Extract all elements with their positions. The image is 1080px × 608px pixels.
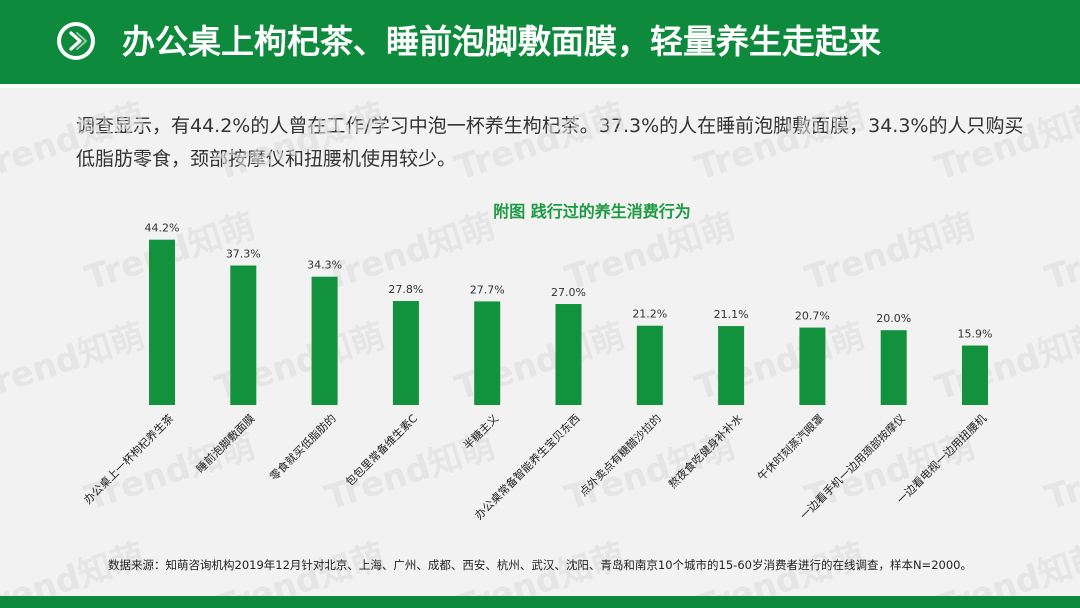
category-label-11: 一边看电视一边用扭腰机 [894,411,989,506]
value-label-11: 15.9% [958,328,993,341]
value-label-7: 21.2% [632,308,667,321]
bar-5 [474,301,501,405]
intro-paragraph: 调查显示，有44.2%的人曾在工作/学习中泡一杯养生枸杞茶。37.3%的人在睡前… [76,115,1024,170]
bar-1 [149,239,175,405]
bars [149,239,988,405]
value-label-3: 34.3% [307,259,342,272]
bar-11 [962,345,988,405]
footer-bar [0,596,1080,608]
value-label-4: 27.8% [388,283,423,296]
chart-title: 附图 践行过的养生消费行为 [493,202,691,221]
category-label-2: 睡前泡脚敷面膜 [193,411,257,475]
bar-9 [799,327,826,405]
category-label-4: 包包里常备维生素C [342,411,420,489]
bar-2 [230,265,257,405]
bar-8 [718,326,745,405]
value-label-2: 37.3% [226,247,261,260]
bar-10 [880,330,907,405]
value-label-5: 27.7% [470,283,505,296]
source-note: 数据来源：知萌咨询机构2019年12月针对北京、上海、广州、成都、西安、杭州、武… [108,558,972,572]
value-label-10: 20.0% [876,312,911,325]
category-label-3: 零食就买低脂肪的 [267,411,339,483]
category-label-9: 午休时刻蒸汽眼罩 [754,411,826,483]
value-label-6: 27.0% [551,286,586,299]
category-label-7: 点外卖点有糖醋沙拉的 [576,411,664,499]
bar-7 [636,325,663,405]
category-label-8: 熬夜食吃健身补补水 [665,411,745,491]
header-divider [0,84,1080,88]
bar-6 [555,304,582,405]
chevron-right-icon [57,22,95,60]
value-labels: 44.2% 37.3% 34.3% 27.8% 27.7% 27.0% 21.2% 21.1%… [145,222,993,341]
header-bar [0,0,1080,84]
category-label-1: 办公桌上一杯枸杞养生茶 [81,411,176,506]
category-label-5: 半糖主义 [460,411,501,452]
bar-4 [392,301,419,405]
bar-3 [311,276,338,405]
value-label-8: 21.1% [714,308,749,321]
value-label-9: 20.7% [795,310,830,323]
page-title: 办公桌上枸杞茶、睡前泡脚敷面膜，轻量养生走起来 [122,22,881,61]
category-labels: 办公桌上一杯枸杞养生茶 睡前泡脚敷面膜 零食就买低脂肪的 包包里常备维生素C 半糖主义办… [81,411,989,522]
value-label-1: 44.2% [145,222,180,235]
